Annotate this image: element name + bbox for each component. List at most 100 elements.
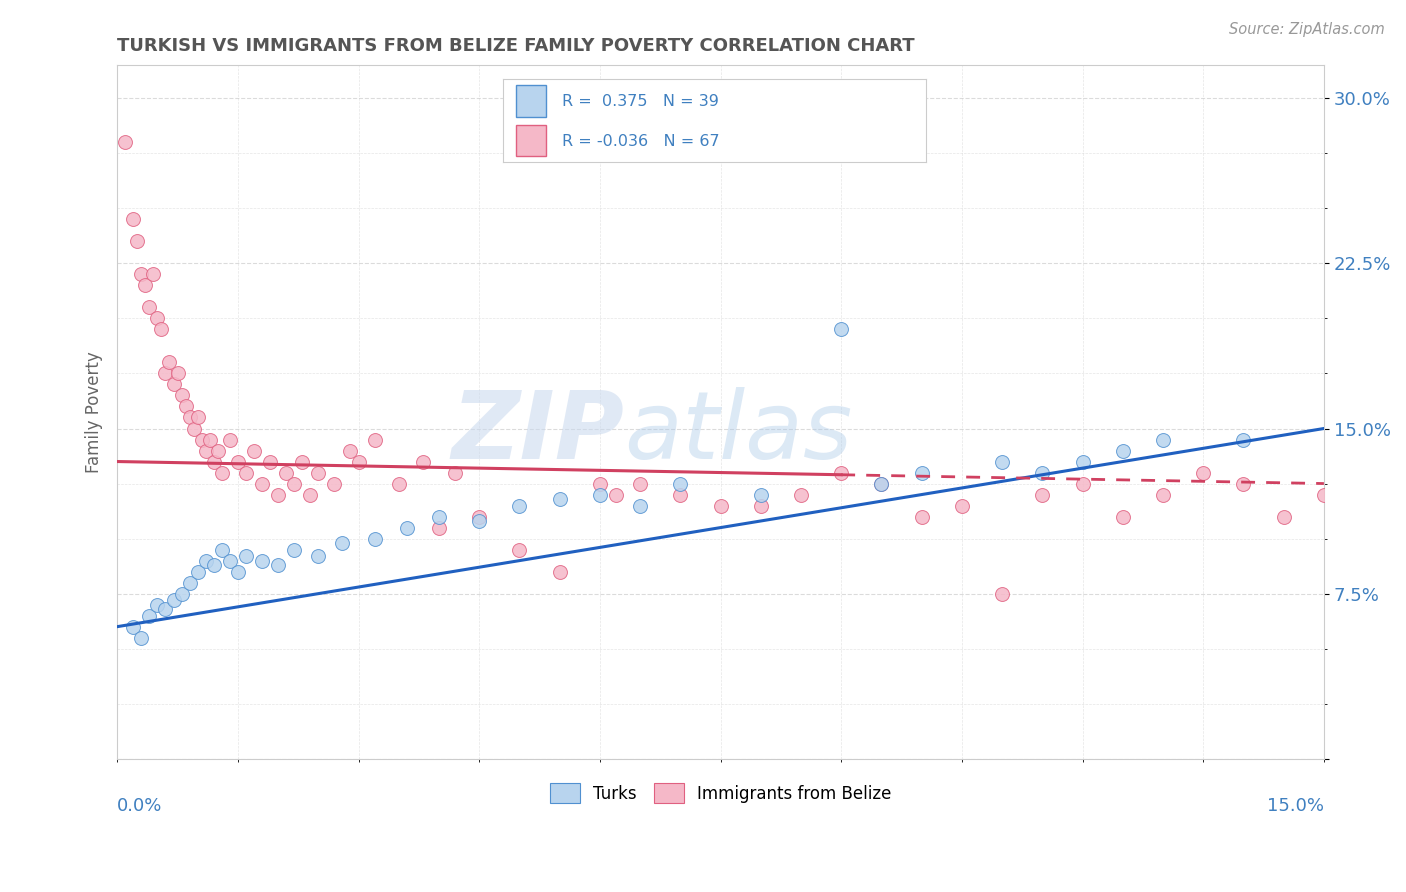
- Point: [179, 575, 201, 590]
- Point: [250, 476, 273, 491]
- Point: [146, 311, 169, 326]
- Point: [194, 553, 217, 567]
- Point: [146, 598, 169, 612]
- Point: [1192, 466, 1215, 480]
- Point: [830, 322, 852, 336]
- Point: [194, 443, 217, 458]
- Point: [1313, 487, 1336, 501]
- Point: [911, 509, 934, 524]
- Point: [267, 558, 290, 572]
- Point: [179, 410, 201, 425]
- Point: [1232, 433, 1254, 447]
- Point: [508, 499, 530, 513]
- Point: [508, 542, 530, 557]
- Point: [468, 514, 491, 528]
- Point: [669, 476, 692, 491]
- Point: [170, 587, 193, 601]
- Point: [131, 631, 153, 645]
- Point: [628, 476, 651, 491]
- Point: [226, 454, 249, 468]
- Point: [114, 135, 136, 149]
- Text: ZIP: ZIP: [451, 387, 624, 479]
- Point: [142, 268, 165, 282]
- Point: [307, 466, 329, 480]
- Point: [1272, 509, 1295, 524]
- Point: [138, 608, 160, 623]
- Point: [211, 466, 233, 480]
- Point: [991, 587, 1014, 601]
- Point: [218, 433, 240, 447]
- Point: [444, 466, 467, 480]
- Point: [187, 410, 209, 425]
- Point: [283, 476, 305, 491]
- Point: [291, 454, 314, 468]
- Text: TURKISH VS IMMIGRANTS FROM BELIZE FAMILY POVERTY CORRELATION CHART: TURKISH VS IMMIGRANTS FROM BELIZE FAMILY…: [117, 37, 915, 55]
- Point: [170, 388, 193, 402]
- Point: [1071, 454, 1094, 468]
- Point: [138, 301, 160, 315]
- Point: [468, 509, 491, 524]
- Point: [548, 565, 571, 579]
- Legend: Turks, Immigrants from Belize: Turks, Immigrants from Belize: [543, 777, 898, 809]
- Point: [166, 367, 188, 381]
- Point: [211, 542, 233, 557]
- Y-axis label: Family Poverty: Family Poverty: [86, 351, 103, 473]
- Point: [202, 558, 225, 572]
- Point: [1152, 487, 1174, 501]
- Point: [1152, 433, 1174, 447]
- Point: [187, 565, 209, 579]
- Point: [628, 499, 651, 513]
- Text: 0.0%: 0.0%: [117, 797, 163, 815]
- Point: [127, 235, 149, 249]
- Point: [589, 476, 612, 491]
- Point: [388, 476, 411, 491]
- Point: [790, 487, 813, 501]
- Point: [174, 400, 197, 414]
- Point: [870, 476, 893, 491]
- Point: [1031, 466, 1053, 480]
- Point: [162, 593, 184, 607]
- Point: [155, 367, 177, 381]
- Point: [323, 476, 346, 491]
- Point: [589, 487, 612, 501]
- Point: [1071, 476, 1094, 491]
- Point: [1031, 487, 1053, 501]
- Point: [159, 355, 181, 369]
- Point: [339, 443, 361, 458]
- Point: [911, 466, 934, 480]
- Point: [1232, 476, 1254, 491]
- Point: [749, 487, 772, 501]
- Point: [991, 454, 1014, 468]
- Point: [131, 268, 153, 282]
- Point: [250, 553, 273, 567]
- Point: [122, 212, 145, 227]
- Point: [669, 487, 692, 501]
- Point: [190, 433, 212, 447]
- Point: [162, 377, 184, 392]
- Text: 15.0%: 15.0%: [1267, 797, 1324, 815]
- Point: [347, 454, 370, 468]
- Point: [1112, 443, 1135, 458]
- Text: atlas: atlas: [624, 387, 852, 478]
- Point: [183, 421, 205, 435]
- Point: [605, 487, 627, 501]
- Point: [363, 532, 385, 546]
- Point: [235, 549, 257, 564]
- Point: [709, 499, 731, 513]
- Point: [259, 454, 281, 468]
- Text: Source: ZipAtlas.com: Source: ZipAtlas.com: [1229, 22, 1385, 37]
- Point: [870, 476, 893, 491]
- Point: [830, 466, 852, 480]
- Point: [226, 565, 249, 579]
- Point: [235, 466, 257, 480]
- Point: [122, 620, 145, 634]
- Point: [202, 454, 225, 468]
- Point: [427, 509, 450, 524]
- Point: [207, 443, 229, 458]
- Point: [283, 542, 305, 557]
- Point: [363, 433, 385, 447]
- Point: [299, 487, 322, 501]
- Point: [395, 520, 418, 534]
- Point: [1112, 509, 1135, 524]
- Point: [134, 278, 156, 293]
